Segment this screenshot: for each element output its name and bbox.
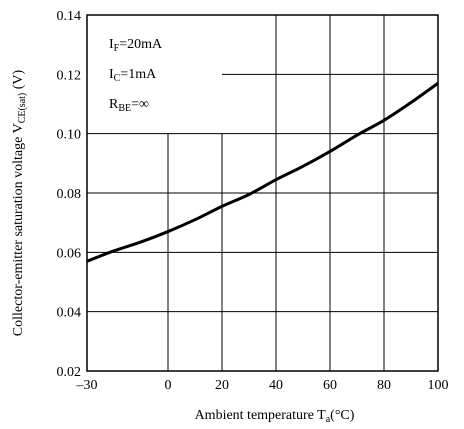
x-tick-label: –30	[76, 378, 98, 393]
x-tick-label: 20	[215, 378, 229, 393]
y-tick-labels: 0.02 0.04 0.06 0.08 0.10 0.12 0.14	[57, 9, 82, 380]
y-tick-label: 0.10	[57, 128, 82, 143]
x-tick-label: 80	[377, 378, 391, 393]
annotation-text: IC=1mA	[109, 67, 157, 84]
x-tick-label: 60	[323, 378, 337, 393]
x-tick-label: 100	[428, 378, 449, 393]
y-tick-label: 0.06	[57, 246, 82, 261]
annotation-text: IF=20mA	[109, 37, 163, 54]
x-tick-labels: –30 0 20 40 60 80 100	[76, 378, 449, 393]
x-tick-label: 0	[165, 378, 172, 393]
grid	[87, 15, 438, 371]
series-line	[86, 82, 439, 263]
y-tick-label: 0.04	[57, 306, 82, 321]
annotation-text: RBE=∞	[109, 97, 149, 114]
y-tick-label: 0.08	[57, 187, 82, 202]
y-tick-label: 0.12	[57, 68, 82, 83]
series-group	[86, 82, 439, 263]
annotation-box: IF=20mA IC=1mA RBE=∞	[109, 37, 163, 114]
y-tick-label: 0.02	[57, 365, 82, 380]
x-axis-label: Ambient temperature Ta(°C)	[195, 408, 355, 425]
plot-frame	[86, 14, 439, 372]
y-tick-label: 0.14	[57, 9, 82, 24]
y-axis-label: Collector-emitter saturation voltage VCE…	[11, 69, 28, 336]
x-tick-label: 40	[269, 378, 283, 393]
